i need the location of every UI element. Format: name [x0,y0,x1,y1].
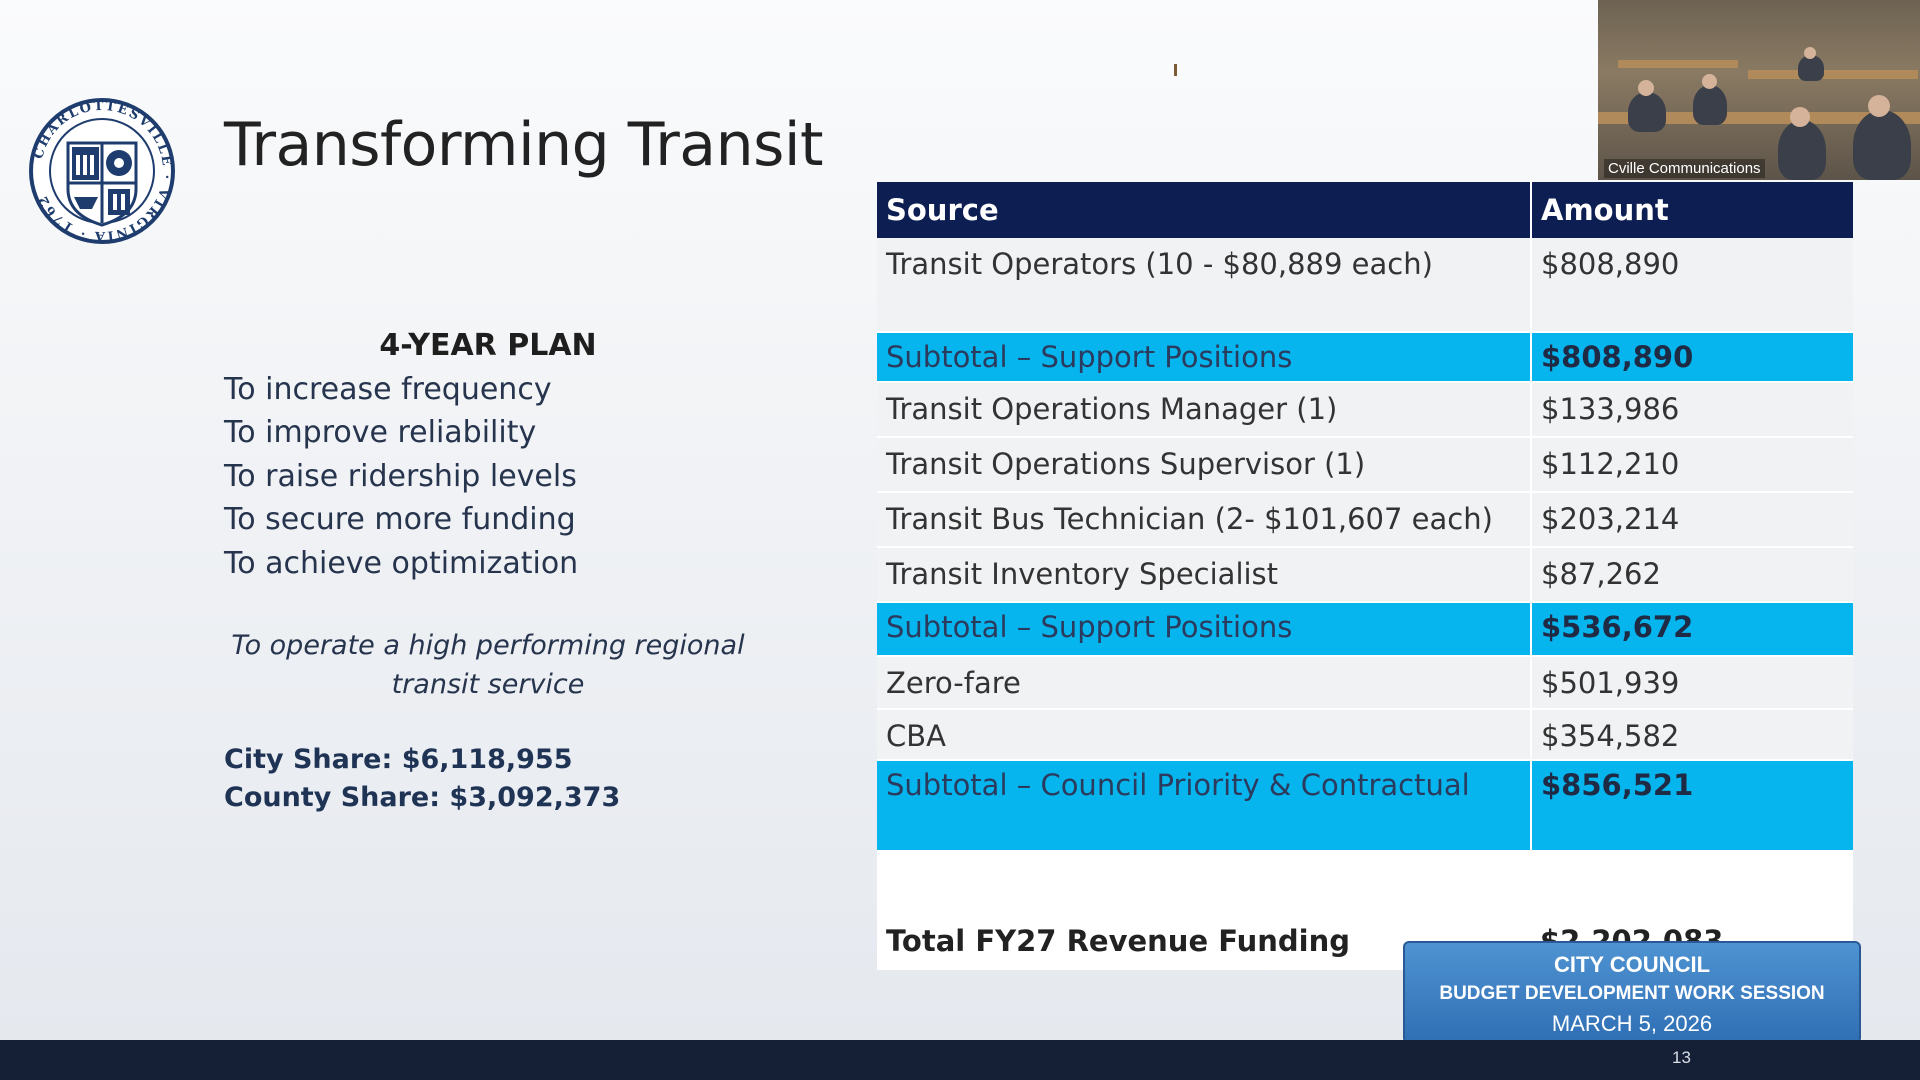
source-cell: Subtotal – Council Priority & Contractua… [877,760,1531,852]
badge-session: BUDGET DEVELOPMENT WORK SESSION [1439,983,1825,1004]
source-cell: Transit Operations Supervisor (1) [877,437,1531,493]
table-row: Transit Bus Technician (2- $101,607 each… [877,492,1853,548]
source-cell: Subtotal – Support Positions [877,332,1531,383]
plan-goals-list: To increase frequency To improve reliabi… [224,368,578,585]
subtotal-row: Subtotal – Support Positions $808,890 [877,332,1853,383]
mission-statement: To operate a high performing regional tr… [231,630,745,700]
amount-cell: $354,582 [1530,709,1853,761]
video-feed-overlay[interactable]: Cville Communications [1598,0,1920,180]
source-cell: Transit Operators (10 - $80,889 each) [877,238,1531,333]
county-share: County Share: $3,092,373 [224,782,621,813]
slide-title: Transforming Transit [224,110,824,180]
table-row: Transit Operations Manager (1) $133,986 [877,382,1853,438]
badge-date: MARCH 5, 2026 [1551,1011,1713,1036]
table-row: Transit Operations Supervisor (1) $112,2… [877,437,1853,493]
amount-cell: $856,521 [1530,760,1853,852]
cursor-mark [1174,64,1177,76]
funding-table: Source Amount Transit Operators (10 - $8… [877,182,1853,970]
subtotal-row: Subtotal – Council Priority & Contractua… [877,760,1853,852]
source-cell: Transit Operations Manager (1) [877,382,1531,438]
plan-goal-item: To secure more funding [224,502,576,538]
amount-cell: $501,939 [1530,656,1853,710]
video-source-label: Cville Communications [1604,159,1765,178]
plan-goal-item: To increase frequency [224,372,552,407]
session-badge: CITY COUNCIL BUDGET DEVELOPMENT WORK SES… [1403,941,1861,1044]
source-cell: CBA [877,709,1531,761]
amount-cell: $203,214 [1530,492,1853,548]
amount-cell: $87,262 [1530,547,1853,603]
table-row: Transit Operators (10 - $80,889 each) $8… [877,238,1853,333]
presentation-slide: CHARLOTTESVILLE · VIRGINIA · 1762 Transf… [29,0,1920,1044]
amount-cell: $112,210 [1530,437,1853,493]
table-header-row: Source Amount [877,182,1853,238]
column-header-amount: Amount [1530,182,1853,238]
plan-heading: 4-YEAR PLAN [379,328,597,363]
bottom-bar [0,1040,1920,1080]
funding-shares: City Share: $6,118,955 County Share: $3,… [224,741,620,817]
slide-page-number: 13 [1672,1048,1691,1067]
plan-goal-item: To improve reliability [224,415,537,451]
city-share: City Share: $6,118,955 [224,744,573,775]
plan-goal-item: To raise ridership levels [224,458,577,494]
funding-table-container: Source Amount Transit Operators (10 - $8… [877,182,1853,970]
source-cell: Zero-fare [877,656,1531,710]
plan-goal-item: To achieve optimization [224,545,579,581]
column-header-source: Source [877,182,1531,238]
table-row: Transit Inventory Specialist $87,262 [877,547,1853,603]
city-seal-logo: CHARLOTTESVILLE · VIRGINIA · 1762 [29,98,175,244]
table-row: CBA $354,582 [877,709,1853,761]
amount-cell: $133,986 [1530,382,1853,438]
amount-cell: $536,672 [1530,602,1853,657]
source-cell: Transit Inventory Specialist [877,547,1531,603]
badge-council: CITY COUNCIL [1553,952,1711,977]
amount-cell: $808,890 [1530,238,1853,333]
source-cell: Transit Bus Technician (2- $101,607 each… [877,492,1531,548]
subtotal-row: Subtotal – Support Positions $536,672 [877,602,1853,657]
amount-cell: $808,890 [1530,332,1853,383]
source-cell: Subtotal – Support Positions [877,602,1531,657]
table-row: Zero-fare $501,939 [877,656,1853,710]
